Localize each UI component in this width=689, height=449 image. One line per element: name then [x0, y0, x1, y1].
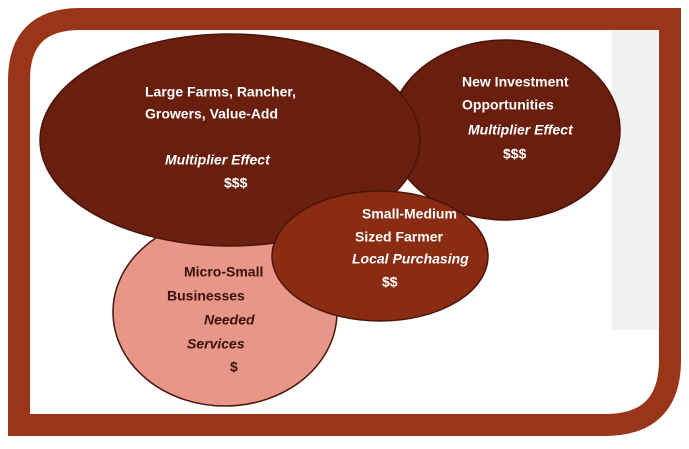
node-label: Multiplier Effect — [468, 122, 574, 138]
node-label: Local Purchasing — [352, 251, 469, 267]
node-label: Growers, Value-Add — [145, 106, 278, 122]
node-label: Small-Medium — [362, 206, 457, 222]
node-label: Services — [187, 336, 245, 352]
side-panel — [612, 30, 659, 330]
node-label: Multiplier Effect — [165, 152, 271, 168]
node-label: Opportunities — [462, 97, 554, 113]
ellipse-node — [271, 190, 489, 322]
node-label: Large Farms, Rancher, — [145, 84, 296, 100]
ellipse-node — [39, 33, 421, 247]
node-label: $$ — [382, 274, 398, 290]
node-label: $$$ — [503, 146, 527, 162]
node-label: Businesses — [167, 288, 245, 304]
node-label: $ — [230, 359, 238, 375]
node-label: Micro-Small — [184, 264, 263, 280]
node-label: New Investment — [462, 74, 569, 90]
node-label: Sized Farmer — [355, 229, 443, 245]
node-label: Needed — [204, 312, 255, 328]
node-label: $$$ — [224, 175, 248, 191]
